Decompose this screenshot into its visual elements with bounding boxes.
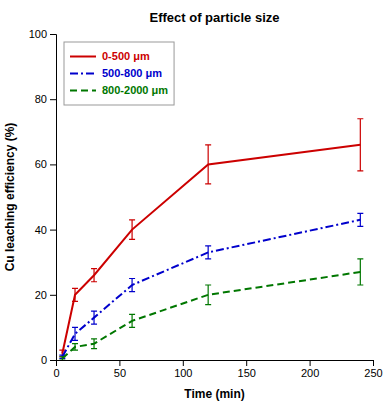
series: [59, 119, 363, 357]
tick: 0: [41, 354, 56, 366]
tick: 0: [53, 360, 59, 379]
tick-mark: [183, 360, 184, 366]
chart: 0 50 100 150 200 250 0 20 40 60 80 100 0-500 μm 500-8…: [0, 0, 391, 408]
tick-label: 20: [35, 289, 47, 301]
tick-mark: [50, 99, 56, 100]
tick: 100: [29, 28, 56, 40]
tick-label: 0: [41, 354, 47, 366]
tick-label: 250: [364, 367, 382, 379]
legend-swatch: [70, 90, 96, 92]
tick: 200: [301, 360, 319, 379]
tick-label: 0: [53, 367, 59, 379]
tick: 20: [35, 289, 56, 301]
marks: [59, 119, 363, 360]
tick-mark: [50, 295, 56, 296]
tick-label: 50: [114, 367, 126, 379]
plot: 0 50 100 150 200 250 0 20 40 60 80 100 0-500 μm 500-8…: [29, 28, 383, 379]
tick-label: 200: [301, 367, 319, 379]
series: [59, 213, 363, 358]
tick: 100: [174, 360, 192, 379]
x-axis-title: Time (min): [184, 387, 244, 401]
tick-mark: [50, 230, 56, 231]
tick-mark: [119, 360, 120, 366]
tick: 80: [35, 93, 56, 105]
y-axis-title: Cu leaching efficiency (%): [3, 123, 17, 272]
x-axis: 0 50 100 150 200 250: [53, 360, 382, 379]
series: [59, 259, 363, 360]
line: [62, 145, 360, 354]
legend-swatch: [70, 73, 96, 75]
tick: 50: [114, 360, 126, 379]
tick: 40: [35, 224, 56, 236]
legend-swatch: [70, 56, 96, 58]
legend-label: 500-800 μm: [102, 67, 162, 79]
y-axis: 0 20 40 60 80 100: [29, 28, 57, 366]
tick-mark: [373, 360, 374, 366]
legend-label: 800-2000 μm: [102, 84, 168, 96]
tick-mark: [50, 360, 56, 361]
tick-mark: [50, 164, 56, 165]
x-axis-line: [57, 361, 374, 367]
tick-label: 100: [29, 28, 47, 40]
legend-label: 0-500 μm: [102, 50, 150, 62]
line: [62, 272, 360, 358]
tick-label: 80: [35, 93, 47, 105]
tick-label: 40: [35, 224, 47, 236]
legend-box: [64, 42, 174, 105]
tick-mark: [310, 360, 311, 366]
tick-mark: [50, 34, 56, 35]
tick-label: 150: [238, 367, 256, 379]
tick-label: 60: [35, 158, 47, 170]
tick: 150: [238, 360, 256, 379]
title: Effect of particle size: [149, 10, 279, 25]
tick-mark: [246, 360, 247, 366]
line: [62, 220, 360, 357]
tick: 250: [364, 360, 382, 379]
y-axis-line: [50, 35, 57, 361]
legend: 0-500 μm 500-800 μm 800-2000 μm: [64, 42, 174, 105]
tick-label: 100: [174, 367, 192, 379]
tick: 60: [35, 158, 56, 170]
